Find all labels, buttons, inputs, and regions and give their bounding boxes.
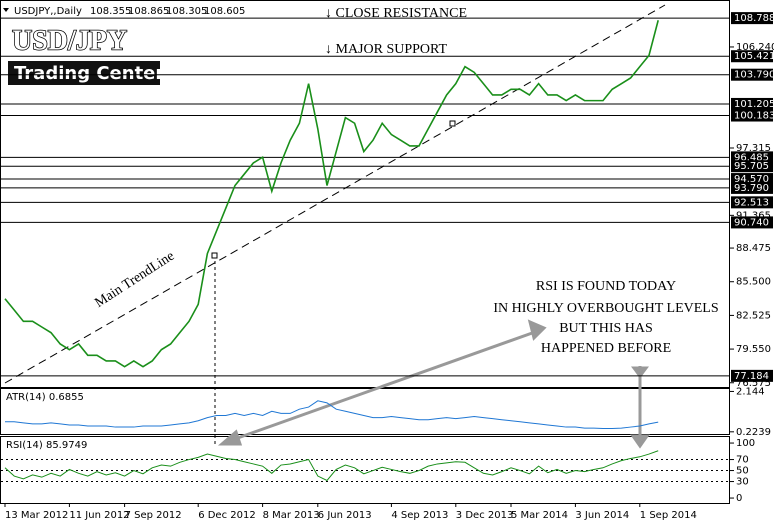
- anchor: [449, 120, 456, 127]
- annotation: RSI IS FOUND TODAY: [536, 279, 676, 294]
- panel-title: ATR(14) 0.6855: [6, 392, 84, 403]
- arrowhead: [527, 319, 547, 341]
- price-panel: [0, 0, 730, 388]
- x-tick-label: 1 Sep 2014: [640, 510, 697, 521]
- series-line: [4, 20, 659, 368]
- level-label: 90.740: [734, 217, 769, 228]
- x-tick-label: 3 Jun 2014: [575, 510, 629, 521]
- y-tick-label: 106.240: [736, 42, 774, 53]
- y-tick-label: 0: [736, 493, 742, 504]
- level-label: 101.205: [734, 99, 774, 110]
- y-tick-label: 76.575: [736, 378, 771, 389]
- header-close: 108.605: [204, 6, 245, 17]
- level-label: 96.485: [734, 152, 769, 163]
- arrows: [217, 319, 650, 449]
- level-label: 92.513: [734, 197, 769, 208]
- rsi-panel: [0, 436, 730, 504]
- arrowhead: [630, 434, 650, 449]
- y-tick-label: 30: [736, 477, 749, 488]
- annotation: HAPPENED BEFORE: [541, 341, 671, 356]
- logo-box: [8, 61, 160, 85]
- arrowhead: [217, 429, 243, 446]
- series-line: [5, 400, 659, 430]
- anchor: [211, 252, 218, 259]
- x-tick-label: 13 Mar 2012: [5, 510, 68, 521]
- y-tick-label: 70: [736, 455, 749, 466]
- header-high: 108.865: [128, 6, 169, 17]
- x-tick-label: 6 Jun 2013: [318, 510, 372, 521]
- annotation: ↓ MAJOR SUPPORT: [325, 42, 448, 57]
- y-tick-label: 88.475: [736, 243, 771, 254]
- level-box: [731, 50, 773, 63]
- y-tick-label: 85.500: [736, 277, 771, 288]
- x-tick-label: 4 Sep 2013: [391, 510, 448, 521]
- header-low: 108.305: [166, 6, 207, 17]
- menu-arrow: [3, 8, 9, 12]
- level-box: [731, 12, 773, 25]
- x-tick-label: 7 Sep 2012: [125, 510, 182, 521]
- header-symbol: USDJPY,,Daily: [14, 6, 82, 17]
- level-box: [731, 160, 773, 173]
- x-tick-label: 6 Dec 2012: [198, 510, 256, 521]
- level-box: [731, 369, 773, 382]
- level-label: 103.790: [734, 70, 774, 81]
- logo-title: USD/JPY: [12, 25, 127, 56]
- x-tick-label: 5 Mar 2014: [511, 510, 568, 521]
- x-tick-label: 11 Jun 2012: [69, 510, 129, 521]
- level-label: 77.184: [734, 371, 769, 382]
- header-open: 108.355: [90, 6, 131, 17]
- logo-subtitle: Trading Center: [14, 63, 164, 84]
- series-line: [4, 450, 659, 482]
- level-box: [731, 216, 773, 229]
- level-label: 93.790: [734, 183, 769, 194]
- y-tick-label: 97.315: [736, 143, 771, 154]
- level-box: [731, 109, 773, 122]
- y-tick-label: 100: [736, 438, 755, 449]
- level-box: [731, 68, 773, 81]
- atr-panel: [0, 388, 730, 435]
- level-box: [731, 181, 773, 194]
- annotation: ↓ CLOSE RESISTANCE: [325, 6, 467, 21]
- level-box: [731, 97, 773, 110]
- x-tick-label: 3 Dec 2013: [456, 510, 514, 521]
- annotation: BUT THIS HAS: [559, 321, 653, 336]
- level-label: 105.421: [734, 51, 774, 62]
- y-tick-label: 50: [736, 466, 749, 477]
- level-label: 108.788: [734, 13, 774, 24]
- y-tick-label: 0.2239: [736, 427, 771, 438]
- y-tick-label: 79.550: [736, 344, 771, 355]
- level-label: 100.183: [734, 111, 774, 122]
- x-tick-label: 8 Mar 2013: [263, 510, 320, 521]
- y-tick-label: 91.365: [736, 210, 771, 221]
- level-box: [731, 196, 773, 209]
- y-tick-label: 82.525: [736, 310, 771, 321]
- level-label: 95.705: [734, 161, 769, 172]
- y-tick-label: 2.144: [736, 386, 765, 397]
- level-label: 94.570: [734, 174, 769, 185]
- panel-title: RSI(14) 85.9749: [6, 440, 87, 451]
- arrowhead: [631, 366, 649, 379]
- trendline: [4, 4, 666, 384]
- arrow: [231, 330, 536, 442]
- annotation: IN HIGHLY OVERBOUGHT LEVELS: [493, 301, 718, 316]
